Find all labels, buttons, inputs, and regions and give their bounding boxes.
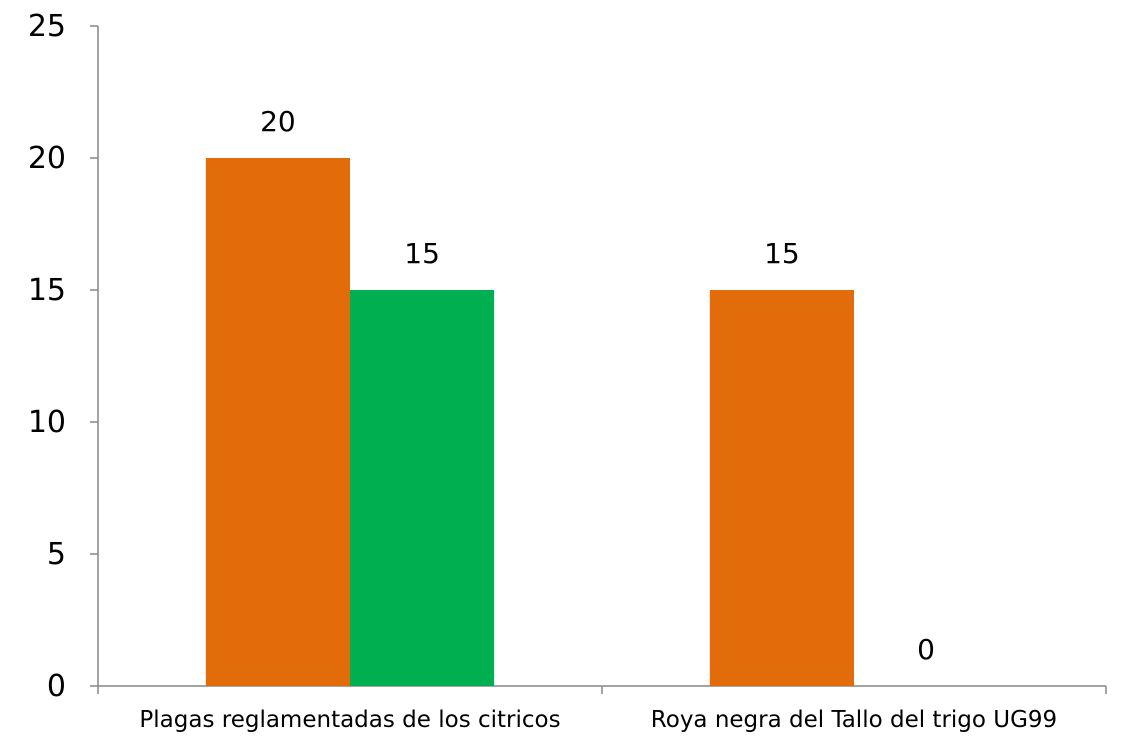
bars	[205, 158, 854, 686]
bar-value-label: 15	[404, 237, 440, 270]
bar	[205, 158, 350, 686]
bar	[350, 290, 495, 686]
x-category-label: Plagas reglamentadas de los citricos	[139, 707, 560, 733]
data-labels: 20 15 15 0	[260, 105, 935, 666]
y-tick-label: 20	[28, 141, 66, 176]
x-category-label: Roya negra del Tallo del trigo UG99	[651, 707, 1057, 733]
bar	[709, 290, 854, 686]
y-axis: 0 5 10 15 20 25	[28, 9, 99, 704]
x-axis: Plagas reglamentadas de los citricos Roya…	[97, 685, 1107, 733]
y-tick-label: 15	[28, 273, 66, 308]
bar-value-label: 15	[764, 237, 800, 270]
y-tick-label: 10	[28, 405, 66, 440]
bar-value-label: 20	[260, 105, 296, 138]
bar-value-label: 0	[917, 633, 935, 666]
y-tick-label: 25	[28, 9, 66, 44]
y-tick-label: 0	[47, 669, 66, 704]
y-tick-label: 5	[47, 537, 66, 572]
